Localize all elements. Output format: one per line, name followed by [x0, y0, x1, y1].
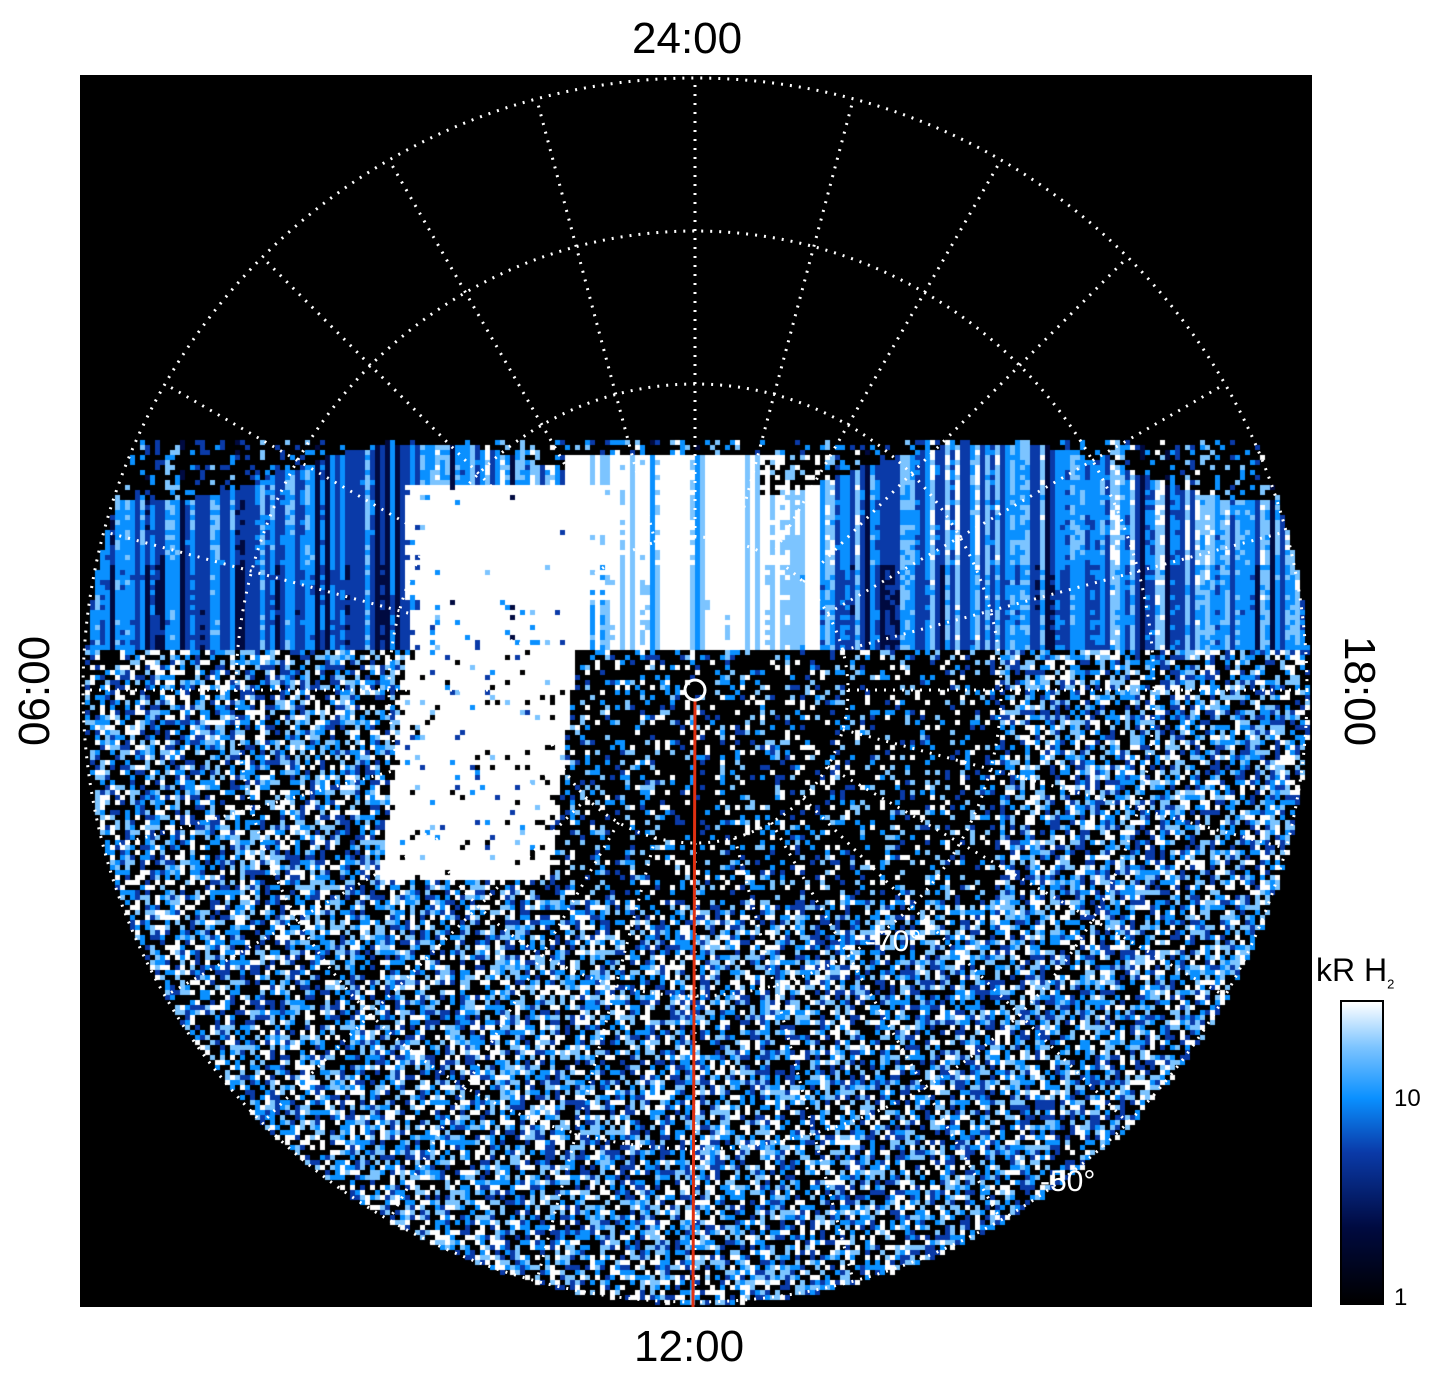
meridian-line: [535, 98, 657, 543]
meridian-line: [733, 837, 855, 1282]
colorbar: [1340, 1000, 1384, 1305]
meridian-line: [802, 256, 1129, 583]
polar-grid: [81, 76, 1309, 1307]
colorbar-tick-1: 1: [1394, 1284, 1408, 1311]
meridian-line: [842, 530, 1287, 652]
meridian-line: [103, 530, 548, 652]
latitude-circle: [81, 76, 1309, 1304]
lt-label-top: 24:00: [632, 14, 743, 63]
meridian-line: [261, 797, 588, 1124]
colorbar-title: kR H2: [1316, 952, 1395, 992]
noon-meridian-line: [691, 699, 697, 1307]
lat-label-70: -70°: [866, 925, 922, 958]
colorbar-tick-10: 10: [1394, 1085, 1421, 1112]
lt-label-right: 18:00: [1335, 635, 1385, 747]
lt-label-left: 06:00: [10, 635, 60, 747]
lt-label-bottom: 12:00: [634, 1322, 745, 1371]
meridian-line: [103, 728, 548, 850]
meridian-line: [802, 797, 1129, 1124]
meridian-line: [733, 98, 855, 543]
meridian-line: [535, 837, 657, 1282]
lat-label-50: -50°: [1040, 1165, 1096, 1198]
meridian-line: [842, 728, 1287, 850]
emission-image: [80, 75, 1312, 1307]
polar-auroral-map: -70° -50°: [80, 75, 1312, 1307]
pole-marker: [683, 678, 707, 702]
meridian-line: [261, 256, 588, 583]
